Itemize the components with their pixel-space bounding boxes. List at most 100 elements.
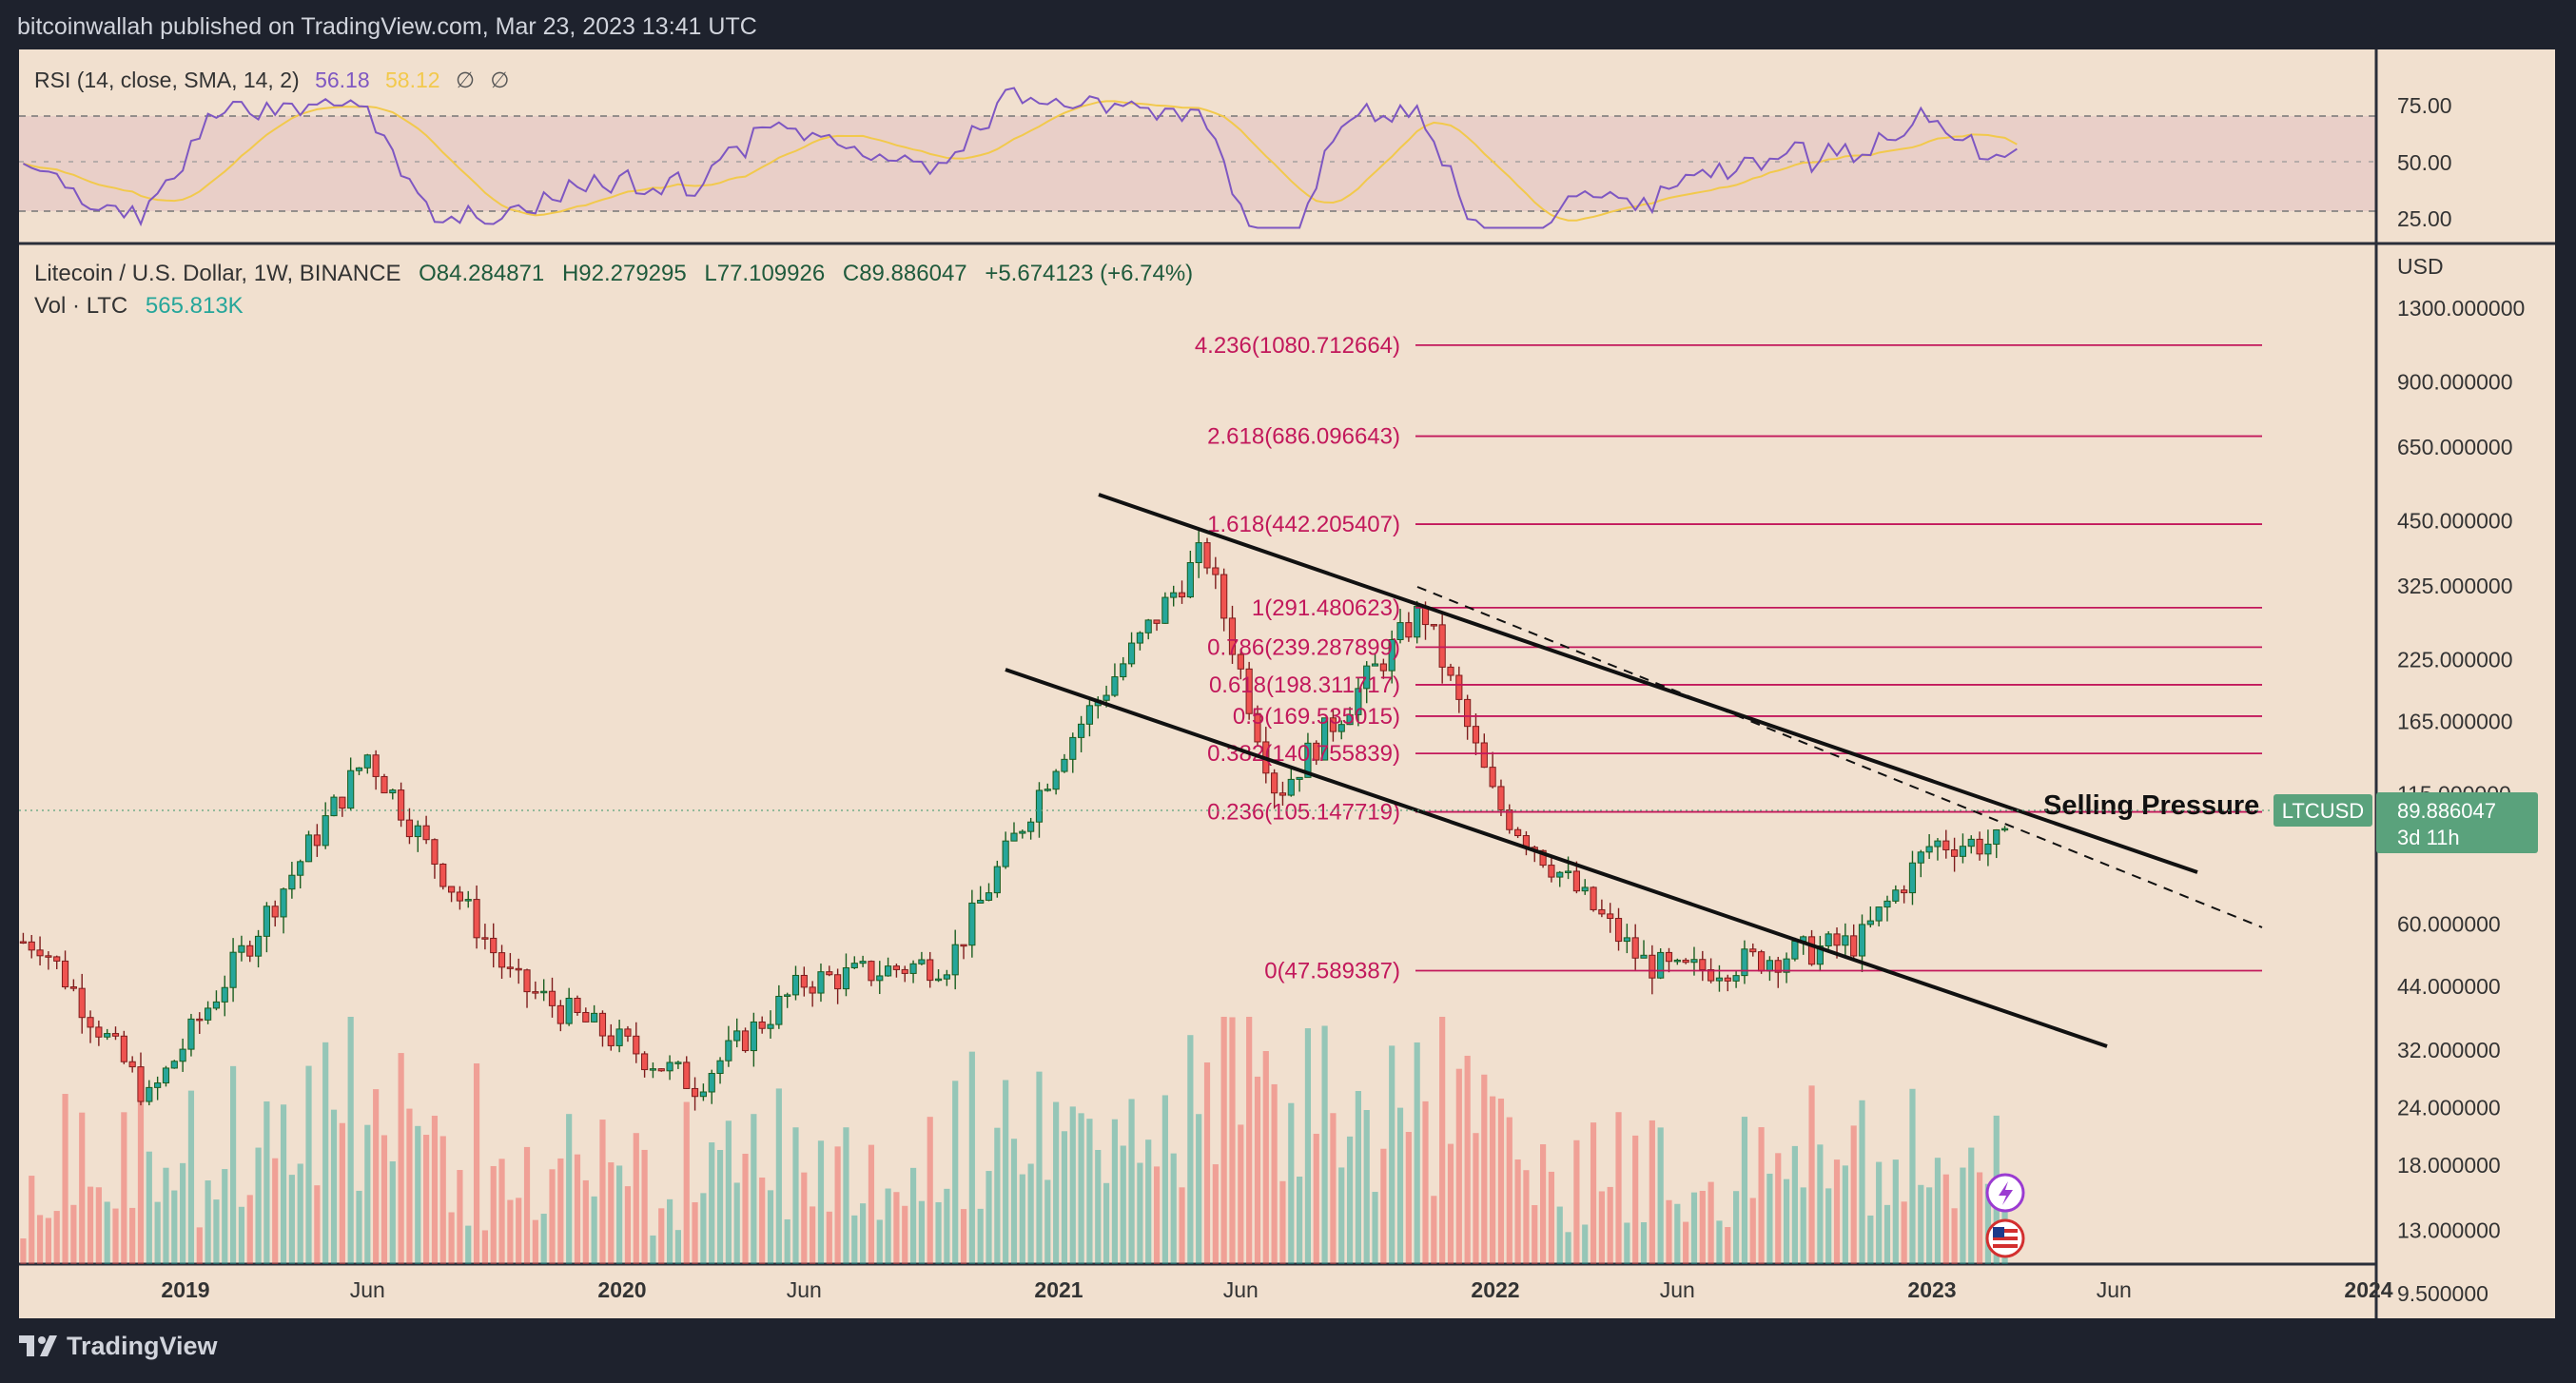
volume-bar (448, 1212, 455, 1264)
volume-bar (36, 1215, 44, 1264)
volume-bar (1649, 1120, 1655, 1264)
candle-body (1581, 886, 1589, 892)
volume-bar (1833, 1159, 1841, 1264)
candle-body (574, 997, 581, 1013)
volume-bar (540, 1214, 547, 1264)
svg-text:RSI (14, close, SMA, 14, 2): RSI (14, close, SMA, 14, 2) 56.18 58.12 … (34, 68, 509, 92)
candle-body (1346, 713, 1354, 726)
candle-body (205, 1007, 212, 1021)
volume-bar (1573, 1140, 1580, 1264)
candle-body (633, 1035, 640, 1055)
candle-body (791, 974, 800, 996)
time-axis[interactable]: 2019 Jun 2020 Jun 2021 Jun 2022 Jun 2023 Jun 2024 (161, 1277, 2392, 1302)
volume-bar (1775, 1153, 1782, 1264)
volume-bar (574, 1154, 581, 1264)
volume-bar (1590, 1122, 1597, 1264)
volume-bar (608, 1162, 615, 1264)
selling-pressure-annotation[interactable]: Selling Pressure (2043, 790, 2259, 821)
volume-bar (1918, 1184, 1924, 1264)
currency-label: USD (2397, 254, 2444, 279)
candle-body (540, 990, 548, 994)
candle-body (1355, 688, 1362, 715)
price-axis-tick: 60.000000 (2397, 912, 2501, 937)
volume-bar (624, 1186, 632, 1264)
volume-bar (1380, 1148, 1387, 1264)
candle-body (280, 888, 287, 918)
candle-body (1959, 846, 1967, 857)
volume-bar (902, 1205, 908, 1264)
price-axis-tick: 225.000000 (2397, 647, 2513, 672)
volume-bar (238, 1206, 245, 1264)
volume-bar (222, 1169, 228, 1264)
volume-bar (960, 1209, 967, 1264)
volume-bar (205, 1180, 211, 1264)
volume-bar (171, 1190, 178, 1264)
fib-level-label: 0.382(140.755839) (1207, 741, 1400, 767)
volume-bar (1103, 1182, 1110, 1264)
price-axis-tick: 32.000000 (2397, 1038, 2501, 1062)
volume-bar (1431, 1196, 1437, 1264)
volume-bar (1019, 1174, 1025, 1264)
volume-bar (876, 1219, 883, 1264)
volume-bar (801, 1172, 808, 1264)
candle-body (977, 899, 985, 904)
candle-body (95, 1026, 103, 1038)
candle-body (784, 994, 791, 997)
volume-bar (868, 1144, 875, 1264)
chart-frame[interactable]: RSI (14, close, SMA, 14, 2) 56.18 58.12 … (19, 49, 2555, 1318)
candle-body (1514, 828, 1522, 837)
candle-body (1607, 913, 1614, 920)
time-axis-label: Jun (350, 1277, 385, 1302)
price-axis-tick: 24.000000 (2397, 1096, 2501, 1120)
candle-body (725, 1040, 732, 1062)
volume-bar (1288, 1102, 1295, 1264)
candle-body (800, 974, 808, 988)
volume-bar (45, 1217, 51, 1264)
channel-lower-line[interactable] (1005, 668, 2108, 1048)
candle-body (481, 937, 489, 940)
us-flag-event-icon[interactable] (1985, 1218, 2025, 1258)
candle-body (69, 986, 77, 989)
candle-body (1548, 865, 1555, 878)
candle-body (968, 902, 976, 946)
volume-legend-name: Vol · LTC (34, 293, 127, 319)
volume-bar (1842, 1165, 1848, 1264)
volume-bar (582, 1179, 589, 1264)
symbol-legend-name: Litecoin / U.S. Dollar, 1W, BINANCE (34, 261, 400, 286)
volume-bar (465, 1225, 472, 1264)
bar-countdown: 3d 11h (2397, 826, 2460, 849)
volume-bar (1859, 1100, 1865, 1264)
volume-bar (1817, 1144, 1824, 1264)
time-axis-label: Jun (2097, 1277, 2132, 1302)
candle-body (699, 1091, 707, 1098)
chart-canvas[interactable]: RSI (14, close, SMA, 14, 2) 56.18 58.12 … (19, 49, 2555, 1318)
volume-bar (700, 1193, 707, 1264)
volume-bar (381, 1135, 388, 1264)
volume-bar (246, 1195, 253, 1264)
volume-bar (1145, 1140, 1152, 1264)
candle-body (1144, 619, 1152, 633)
volume-bar (1708, 1181, 1714, 1264)
candle-body (271, 906, 279, 918)
candle-body (398, 789, 405, 821)
candle-body (1908, 862, 1917, 894)
candle-body (876, 975, 884, 982)
candle-body (1741, 948, 1748, 977)
volume-bar (263, 1101, 270, 1264)
tradingview-logo-icon[interactable] (19, 1334, 57, 1358)
candle-body (1951, 848, 1959, 857)
candle-body (170, 1061, 178, 1069)
lightning-event-icon[interactable] (1985, 1173, 2025, 1213)
candle-body (1195, 542, 1202, 564)
channel-upper-line[interactable] (1098, 493, 2198, 874)
candle-body (565, 997, 573, 1024)
volume-bar (893, 1192, 900, 1264)
volume-bar (1909, 1088, 1916, 1264)
volume-bar (1313, 1133, 1319, 1264)
volume-bar (860, 1203, 867, 1264)
volume-bar (229, 1065, 237, 1264)
volume-bar (1582, 1224, 1589, 1264)
price-axis-tick: 165.000000 (2397, 710, 2513, 734)
candle-body (532, 991, 539, 994)
dashed-resistance-line[interactable] (1416, 586, 2263, 928)
